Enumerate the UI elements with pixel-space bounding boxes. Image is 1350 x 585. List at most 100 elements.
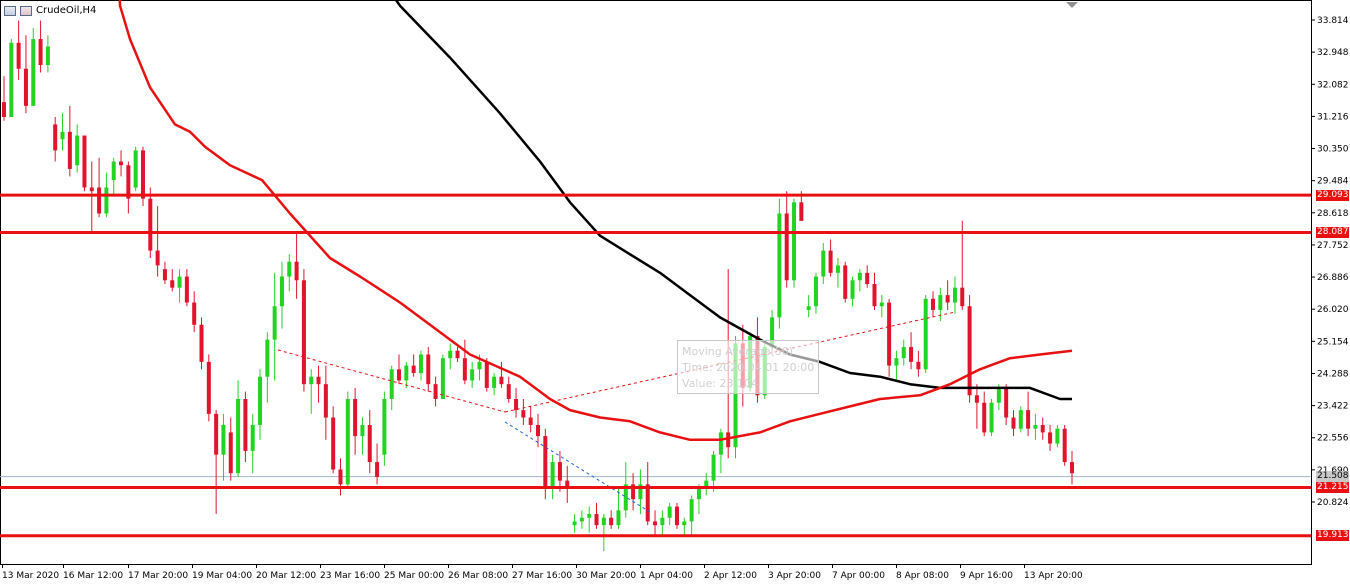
candle-body bbox=[1070, 462, 1074, 474]
candle-body bbox=[287, 261, 292, 277]
candle-body bbox=[514, 398, 519, 411]
candle-body bbox=[521, 410, 526, 418]
candle-body bbox=[184, 276, 189, 303]
current-price-tag: 21.508 bbox=[1316, 471, 1349, 483]
candle-body bbox=[806, 306, 811, 310]
candle-body bbox=[462, 358, 467, 381]
level-price-tag: 29.093 bbox=[1316, 189, 1349, 201]
candle-body bbox=[799, 202, 804, 221]
x-tick-label: 23 Mar 16:00 bbox=[320, 571, 380, 581]
candle-body bbox=[923, 298, 928, 370]
candle-body bbox=[31, 39, 36, 106]
candle-body bbox=[565, 480, 570, 489]
candle-body bbox=[455, 350, 460, 359]
candle-body bbox=[38, 39, 43, 66]
y-tick-label: 32.082 bbox=[1317, 80, 1349, 90]
candle-body bbox=[857, 272, 862, 281]
candle-body bbox=[1055, 428, 1060, 444]
candle-body bbox=[492, 376, 497, 388]
chart-title-bar: CrudeOil,H4 bbox=[4, 5, 96, 16]
candle-body bbox=[718, 432, 723, 455]
candle-body bbox=[1004, 387, 1009, 418]
candle-body bbox=[119, 161, 124, 166]
y-tick-label: 26.886 bbox=[1317, 273, 1349, 283]
candle-body bbox=[894, 358, 899, 366]
candle-body bbox=[199, 324, 204, 362]
candle-body bbox=[989, 402, 994, 433]
candle-body bbox=[375, 462, 380, 477]
x-tick-label: 30 Mar 20:00 bbox=[576, 571, 636, 581]
candle-body bbox=[60, 131, 65, 140]
candle-body bbox=[1040, 424, 1045, 433]
candle-body bbox=[974, 395, 979, 403]
candle-body bbox=[901, 347, 906, 359]
candle-body bbox=[477, 361, 482, 370]
x-tick-label: 26 Mar 08:00 bbox=[448, 571, 508, 581]
candle-body bbox=[440, 358, 445, 399]
level-price-tag: 19.913 bbox=[1316, 530, 1349, 542]
y-tick-label: 30.350 bbox=[1317, 145, 1349, 155]
candle-body bbox=[821, 250, 826, 277]
x-tick-label: 2 Apr 12:00 bbox=[704, 571, 757, 581]
candle-body bbox=[250, 424, 255, 451]
candle-body bbox=[221, 424, 226, 455]
y-tick-label: 20.824 bbox=[1317, 498, 1349, 508]
plot-frame bbox=[0, 0, 1312, 565]
tooltip-line: Moving Average(50) bbox=[682, 345, 793, 358]
y-tick-label: 29.484 bbox=[1317, 177, 1349, 187]
candle-body bbox=[865, 272, 870, 284]
candle-body bbox=[309, 376, 314, 385]
candle-body bbox=[938, 295, 943, 310]
candle-body bbox=[177, 276, 182, 288]
candle-body bbox=[82, 135, 87, 188]
candle-body bbox=[170, 280, 175, 288]
candle-body bbox=[879, 302, 884, 307]
candle-body bbox=[338, 469, 343, 485]
window-icon[interactable] bbox=[4, 5, 16, 16]
candle-body bbox=[316, 376, 321, 385]
chart-window-icon[interactable] bbox=[20, 5, 32, 16]
candle-body bbox=[53, 124, 58, 151]
candle-body bbox=[667, 506, 672, 518]
x-tick-label: 13 Mar 2020 bbox=[2, 571, 59, 581]
candle-body bbox=[982, 402, 987, 433]
candle-body bbox=[1062, 428, 1067, 463]
candle-body bbox=[557, 462, 562, 481]
y-tick-label: 22.556 bbox=[1317, 434, 1349, 444]
candle-body bbox=[67, 131, 72, 169]
candle-body bbox=[97, 187, 102, 214]
candle-body bbox=[872, 283, 877, 307]
candle-body bbox=[967, 306, 972, 396]
candle-body bbox=[133, 150, 138, 188]
chart-shift-marker-icon[interactable] bbox=[1066, 2, 1078, 8]
candle-body bbox=[850, 280, 855, 299]
candle-body bbox=[331, 417, 336, 470]
y-tick-label: 27.752 bbox=[1317, 241, 1349, 251]
y-tick-label: 31.216 bbox=[1317, 112, 1349, 122]
candle-body bbox=[389, 369, 394, 399]
candle-body bbox=[75, 135, 80, 166]
candle-body bbox=[155, 250, 160, 266]
candle-body bbox=[813, 276, 818, 307]
candle-body bbox=[733, 343, 738, 448]
x-tick-label: 3 Apr 20:00 bbox=[768, 571, 821, 581]
candle-body bbox=[265, 339, 270, 377]
candle-body bbox=[887, 302, 892, 366]
candle-body bbox=[960, 287, 965, 307]
candle-body bbox=[931, 298, 936, 310]
candle-body bbox=[214, 413, 219, 455]
level-price-tag: 28.087 bbox=[1316, 227, 1349, 238]
candle-body bbox=[770, 317, 775, 348]
candle-body bbox=[279, 276, 284, 307]
candle-body bbox=[572, 521, 577, 526]
candle-body bbox=[916, 361, 921, 370]
candle-body bbox=[499, 376, 504, 385]
candle-body bbox=[397, 369, 402, 381]
candle-body bbox=[360, 424, 365, 437]
x-tick-label: 27 Mar 16:00 bbox=[512, 571, 572, 581]
candle-body bbox=[909, 347, 914, 362]
candle-body bbox=[1018, 410, 1023, 429]
candle-body bbox=[140, 150, 145, 199]
